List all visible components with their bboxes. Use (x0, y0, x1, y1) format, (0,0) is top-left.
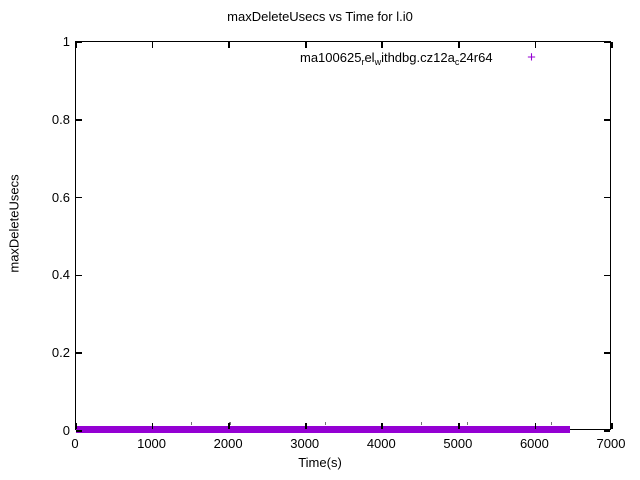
y-tick-mark-right (604, 430, 610, 432)
series-line-ma100625 (76, 425, 570, 433)
y-tick-mark-right (604, 352, 610, 354)
x-tick-mark-top (534, 42, 537, 48)
x-tick-label: 5000 (443, 436, 473, 451)
legend-entry-label: ma100625relwithdbg.cz12ac24r64 (300, 49, 493, 67)
x-axis-title: Time(s) (298, 455, 342, 470)
x-tick-mark-top (304, 42, 307, 48)
x-tick-mark (534, 423, 537, 429)
x-tick-label: 3000 (290, 436, 320, 451)
x-tick-label: 2000 (213, 436, 243, 451)
x-tick-label: 0 (71, 436, 79, 451)
legend-text: 24r64 (459, 49, 493, 65)
x-tick-mark (458, 423, 460, 429)
y-tick-mark-right (604, 119, 610, 121)
x-tick-mark (151, 423, 154, 429)
y-tick-mark-right (604, 274, 610, 277)
legend-subscript: c (454, 56, 460, 67)
y-tick-mark (76, 196, 82, 199)
y-tick-mark-right (604, 41, 610, 43)
legend-subscript: w (374, 56, 382, 67)
x-tick-mark (228, 423, 230, 429)
legend-subscript: r (361, 56, 365, 67)
legend-text: el (364, 49, 375, 65)
y-tick-label: 0.6 (51, 189, 70, 205)
x-tick-mark (75, 423, 77, 429)
chart-title: maxDeleteUsecs vs Time for l.i0 (227, 9, 413, 24)
x-tick-label: 6000 (519, 436, 549, 451)
x-tick-mark (304, 423, 307, 429)
y-tick-mark (76, 119, 82, 121)
legend-text: ma100625 (300, 49, 362, 65)
x-tick-mark (381, 423, 384, 429)
x-tick-mark-top (151, 42, 154, 48)
x-tick-mark (611, 423, 613, 429)
y-tick-label: 1 (62, 34, 70, 49)
x-tick-mark-top (458, 42, 460, 48)
y-tick-mark (76, 41, 82, 43)
x-tick-mark-top (611, 42, 613, 48)
x-tick-mark-top (75, 42, 77, 48)
y-tick-mark (76, 274, 82, 277)
x-tick-label: 7000 (596, 436, 626, 451)
legend-text: ithdbg.cz12a (381, 49, 455, 65)
x-tick-label: 4000 (366, 436, 396, 451)
y-tick-mark-right (604, 196, 610, 199)
series-data-points (76, 42, 610, 429)
y-tick-mark (76, 352, 82, 354)
y-tick-mark (76, 430, 82, 432)
x-tick-label: 1000 (137, 436, 167, 451)
y-axis-title: maxDeleteUsecs (6, 174, 22, 273)
y-tick-label: 0.8 (51, 111, 70, 127)
legend-marker-plus-icon: + (527, 48, 536, 66)
y-tick-label: 0 (62, 423, 70, 438)
x-tick-mark-top (228, 42, 230, 48)
y-tick-label: 0.2 (51, 345, 70, 361)
x-tick-mark-top (381, 42, 384, 48)
plot-area (75, 41, 613, 433)
legend: ma100625relwithdbg.cz12ac24r64 + (300, 48, 543, 67)
y-tick-label: 0.4 (51, 267, 70, 283)
